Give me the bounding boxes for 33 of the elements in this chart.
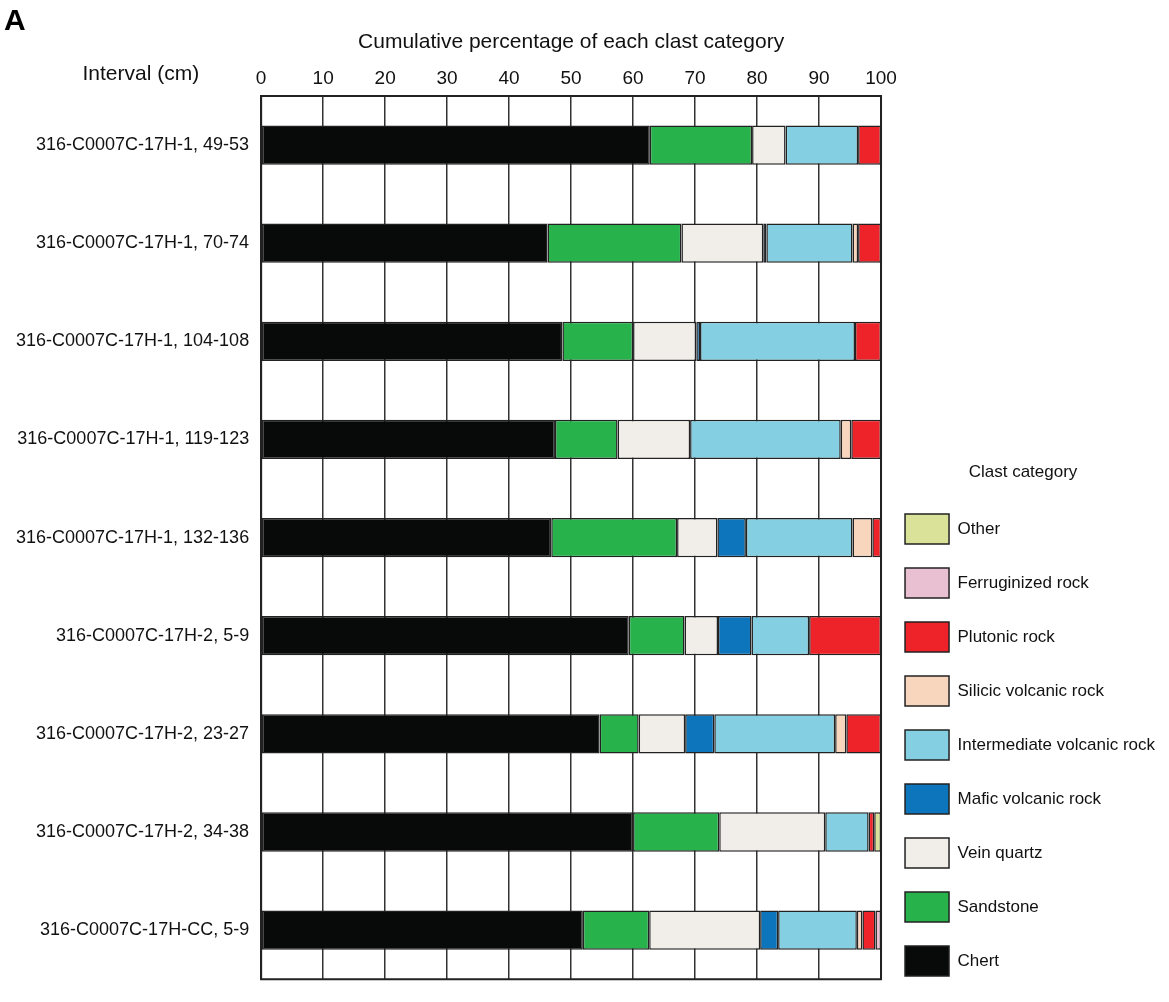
y-tick-label: 316-C0007C-17H-1, 119-123 bbox=[17, 428, 250, 449]
x-tick-label: 100 bbox=[865, 66, 897, 88]
legend-label: Ferruginized rock bbox=[957, 572, 1090, 592]
x-axis-title: Cumulative percentage of each clast category bbox=[358, 29, 785, 53]
y-axis-title: Interval (cm) bbox=[82, 60, 200, 84]
y-tick-label: 316-C0007C-17H-1, 49-53 bbox=[36, 134, 250, 155]
x-tick-label: 10 bbox=[312, 66, 334, 88]
legend-label: Sandstone bbox=[957, 896, 1039, 916]
legend-label: Chert bbox=[957, 950, 1000, 970]
y-tick-label: 316-C0007C-17H-2, 34-38 bbox=[36, 820, 250, 841]
legend-label: Mafic volcanic rock bbox=[957, 788, 1102, 808]
x-tick-label: 70 bbox=[684, 66, 706, 88]
x-tick-label: 0 bbox=[255, 66, 267, 88]
legend-label: Intermediate volcanic rock bbox=[957, 734, 1156, 754]
legend-label: Vein quartz bbox=[957, 842, 1043, 862]
x-tick-label: 40 bbox=[498, 66, 520, 88]
text: A bbox=[4, 3, 26, 37]
legend-label: Silicic volcanic rock bbox=[957, 680, 1105, 700]
y-tick-label: 316-C0007C-17H-1, 70-74 bbox=[36, 232, 250, 253]
x-tick-label: 50 bbox=[560, 66, 582, 88]
x-tick-label: 60 bbox=[622, 66, 644, 88]
y-tick-label: 316-C0007C-17H-2, 23-27 bbox=[36, 722, 250, 743]
y-tick-label: 316-C0007C-17H-CC, 5-9 bbox=[40, 919, 250, 940]
x-tick-label: 30 bbox=[436, 66, 458, 88]
legend-label: Plutonic rock bbox=[957, 626, 1056, 646]
x-tick-label: 90 bbox=[808, 66, 830, 88]
legend-label: Other bbox=[957, 518, 1001, 538]
legend-title: Clast category bbox=[968, 461, 1078, 481]
x-tick-label: 80 bbox=[746, 66, 768, 88]
y-tick-label: 316-C0007C-17H-2, 5-9 bbox=[56, 624, 250, 645]
y-tick-label: 316-C0007C-17H-1, 132-136 bbox=[15, 526, 250, 547]
y-tick-label: 316-C0007C-17H-1, 104-108 bbox=[15, 330, 250, 351]
x-tick-label: 20 bbox=[374, 66, 396, 88]
